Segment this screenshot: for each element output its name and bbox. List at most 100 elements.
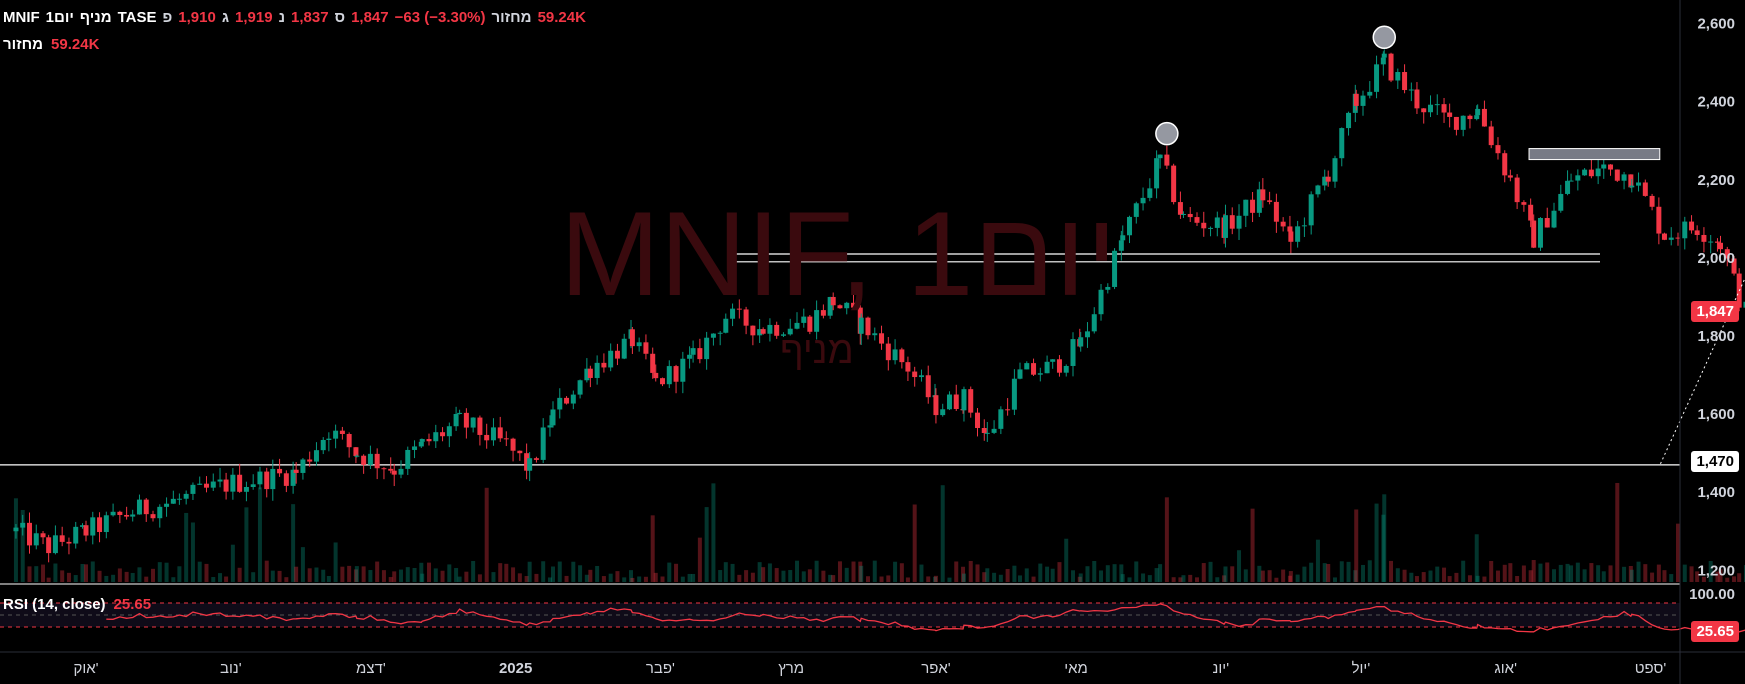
- volume-bar: [511, 567, 516, 582]
- volume-bar: [1215, 577, 1220, 582]
- candle-body: [1682, 221, 1688, 239]
- volume-bar: [117, 568, 122, 582]
- candle-body: [1120, 235, 1126, 241]
- symbol-legend: MNIF 1יום מניף TASE פ 1,910 ג 1,919 נ 1,…: [3, 9, 586, 26]
- candle-body: [1701, 234, 1707, 242]
- volume-bar: [1120, 574, 1125, 582]
- volume-bar: [354, 566, 359, 582]
- volume-bar: [1725, 577, 1730, 582]
- drawings: [1155, 25, 1745, 466]
- time-tick-label: דצמ': [356, 660, 386, 677]
- volume-bar: [1475, 575, 1480, 582]
- candle-body: [940, 409, 946, 416]
- volume-bar: [1743, 565, 1745, 582]
- candle-body: [405, 449, 411, 469]
- candle-body: [1322, 176, 1328, 186]
- volume-bar: [1188, 574, 1193, 582]
- volume-bar: [1222, 575, 1227, 582]
- volume-bar: [1071, 570, 1076, 582]
- volume-bar: [1447, 576, 1452, 582]
- candle-body: [1037, 373, 1043, 375]
- volume-bar: [1482, 576, 1487, 582]
- candle-body: [629, 329, 635, 347]
- volume-bar: [218, 573, 223, 582]
- candle-body: [230, 474, 236, 492]
- time-tick-label: נוב': [220, 660, 242, 677]
- volume-bar: [230, 544, 235, 582]
- candle-body: [283, 473, 289, 486]
- candle-body: [1731, 258, 1737, 274]
- rsi-legend-label: RSI (14, close): [3, 596, 106, 613]
- volume-bar: [144, 576, 149, 582]
- candle-body: [210, 481, 216, 488]
- candle-body: [237, 474, 243, 492]
- candle-body: [170, 498, 176, 504]
- volume-bar: [177, 566, 182, 582]
- candle-body: [587, 368, 593, 378]
- volume-bar: [1012, 565, 1017, 582]
- candle-body: [176, 498, 182, 500]
- candle-body: [820, 310, 826, 316]
- volume-bar: [1346, 561, 1351, 582]
- volume-bar: [1737, 573, 1742, 582]
- volume-bar: [1558, 564, 1563, 582]
- volume-bar: [1077, 576, 1082, 582]
- candle-body: [1267, 200, 1273, 202]
- volume-bar: [564, 575, 569, 582]
- volume-bar: [1078, 573, 1083, 582]
- volume-bar: [534, 573, 539, 582]
- volume-bar: [622, 577, 627, 582]
- volume-bar: [1099, 570, 1104, 582]
- candle-body: [1346, 112, 1352, 129]
- volume-bar: [291, 504, 296, 582]
- volume-bar: [584, 574, 589, 582]
- volume-bar: [333, 542, 338, 582]
- volume-bar: [440, 570, 445, 582]
- candle-body: [723, 318, 729, 333]
- volume-bar: [982, 572, 987, 582]
- volume-bar: [660, 576, 665, 582]
- volume-bar: [571, 561, 576, 582]
- candle-body: [1537, 218, 1543, 248]
- volume-bar: [1676, 523, 1681, 582]
- candle-body: [1427, 104, 1433, 113]
- volume-bar: [628, 570, 633, 582]
- volume-bar: [687, 573, 692, 582]
- candle-body: [419, 439, 425, 442]
- rsi-legend-value: 25.65: [113, 596, 152, 613]
- volume-bar: [1622, 566, 1627, 582]
- volume-bar: [491, 572, 496, 582]
- candle-body: [1273, 201, 1279, 222]
- candle-body: [557, 397, 563, 410]
- resistance-rectangle: [1528, 148, 1661, 161]
- volume-bar: [294, 566, 299, 582]
- volume-bar: [723, 562, 728, 582]
- volume-bar: [1057, 562, 1062, 582]
- volume-bar: [184, 512, 189, 582]
- candle-body: [540, 427, 546, 460]
- horizontal-levels: [0, 253, 1680, 466]
- volume-bar: [1608, 565, 1613, 582]
- candle-body: [1164, 154, 1170, 166]
- candle-body: [524, 453, 530, 471]
- volume-bar: [1628, 566, 1633, 582]
- candle-body: [760, 329, 766, 334]
- volume-bar: [975, 564, 980, 582]
- candle-body: [59, 535, 65, 542]
- candle-body: [981, 428, 987, 434]
- candle-body: [1031, 363, 1037, 375]
- candle-body: [998, 409, 1004, 429]
- volume-bar: [20, 509, 25, 582]
- candle-body: [1575, 175, 1581, 181]
- volume-bar: [1538, 563, 1543, 582]
- candle-body: [787, 328, 793, 335]
- time-tick-label: מאי: [1064, 660, 1088, 677]
- candle-body: [933, 395, 939, 416]
- volume-bar: [691, 573, 696, 582]
- volume-bar: [1582, 569, 1587, 582]
- candle-body: [1339, 128, 1345, 159]
- volume-bar: [643, 576, 648, 582]
- price-tick-label: 1,400: [1697, 484, 1735, 501]
- time-tick-label: יול': [1352, 660, 1371, 677]
